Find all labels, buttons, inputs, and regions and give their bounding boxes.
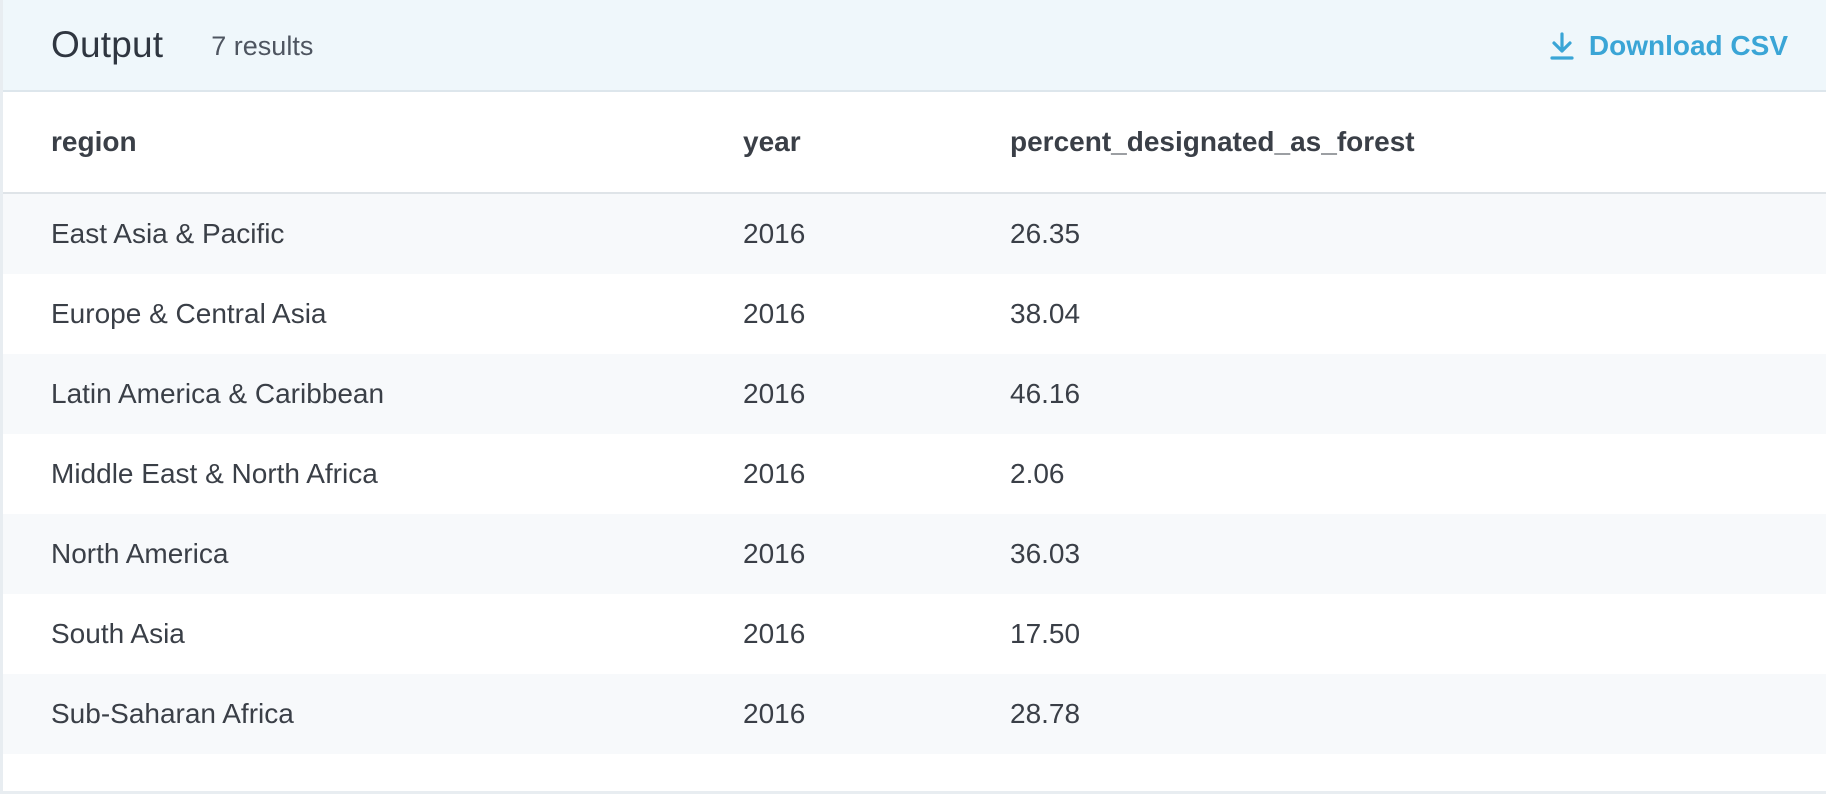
- cell-region: East Asia & Pacific: [3, 193, 743, 274]
- download-csv-label: Download CSV: [1588, 30, 1788, 61]
- table-row: Europe & Central Asia 2016 38.04: [3, 274, 1826, 354]
- table-row: Latin America & Caribbean 2016 46.16: [3, 354, 1826, 434]
- cell-region: Middle East & North Africa: [3, 434, 743, 514]
- cell-percent: 2.06: [1010, 434, 1826, 514]
- table-row: East Asia & Pacific 2016 26.35: [3, 193, 1826, 274]
- cell-year: 2016: [743, 274, 1010, 354]
- cell-year: 2016: [743, 434, 1010, 514]
- results-table: region year percent_designated_as_forest…: [3, 92, 1826, 754]
- column-header-region[interactable]: region: [3, 92, 743, 194]
- cell-region: Latin America & Caribbean: [3, 354, 743, 434]
- column-header-percent-designated-as-forest[interactable]: percent_designated_as_forest: [1010, 92, 1826, 194]
- cell-percent: 46.16: [1010, 354, 1826, 434]
- cell-region: South Asia: [3, 594, 743, 674]
- cell-region: North America: [3, 514, 743, 594]
- cell-year: 2016: [743, 674, 1010, 754]
- results-count: 7 results: [211, 31, 314, 61]
- cell-percent: 26.35: [1010, 193, 1826, 274]
- table-row: Sub-Saharan Africa 2016 28.78: [3, 674, 1826, 754]
- cell-percent: 28.78: [1010, 674, 1826, 754]
- cell-percent: 38.04: [1010, 274, 1826, 354]
- output-header: Output 7 results Download CSV: [3, 0, 1826, 92]
- cell-region: Europe & Central Asia: [3, 274, 743, 354]
- cell-year: 2016: [743, 354, 1010, 434]
- cell-year: 2016: [743, 514, 1010, 594]
- download-icon: [1550, 32, 1574, 60]
- cell-region: Sub-Saharan Africa: [3, 674, 743, 754]
- table-row: South Asia 2016 17.50: [3, 594, 1826, 674]
- cell-year: 2016: [743, 594, 1010, 674]
- cell-percent: 36.03: [1010, 514, 1826, 594]
- column-header-year[interactable]: year: [743, 92, 1010, 194]
- table-row: North America 2016 36.03: [3, 514, 1826, 594]
- table-header-row: region year percent_designated_as_forest: [3, 92, 1826, 194]
- table-row: Middle East & North Africa 2016 2.06: [3, 434, 1826, 514]
- download-csv-button[interactable]: Download CSV: [1549, 30, 1788, 62]
- cell-percent: 17.50: [1010, 594, 1826, 674]
- cell-year: 2016: [743, 193, 1010, 274]
- output-title: Output: [51, 24, 164, 65]
